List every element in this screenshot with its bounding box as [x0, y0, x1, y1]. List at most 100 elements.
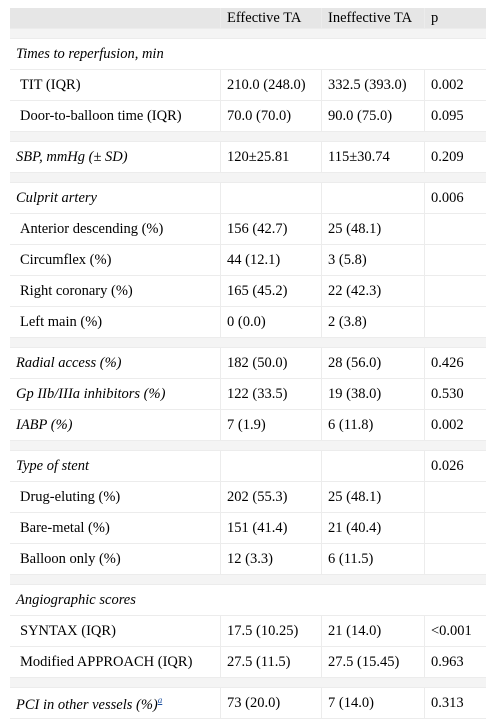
row-label: SYNTAX (IQR): [10, 616, 221, 647]
cell-p: 0.530: [425, 379, 486, 410]
cell-ineffective: 2 (3.8): [322, 307, 425, 338]
cell-effective: 0 (0.0): [221, 307, 322, 338]
cell-ineffective: 115±30.74: [322, 142, 425, 173]
table-header-row: Effective TA Ineffective TA p: [10, 8, 486, 29]
cell-ineffective: 21 (14.0): [322, 616, 425, 647]
cell-effective: 7 (1.9): [221, 410, 322, 441]
row-label: Drug-eluting (%): [10, 482, 221, 513]
table-row: Door-to-balloon time (IQR) 70.0 (70.0) 9…: [10, 101, 486, 132]
table-row: Circumflex (%) 44 (12.1) 3 (5.8): [10, 245, 486, 276]
table-spacer: [10, 338, 486, 348]
cell-p: 0.209: [425, 142, 486, 173]
cell-effective: 122 (33.5): [221, 379, 322, 410]
cell-p: 0.963: [425, 647, 486, 678]
cell-p: [425, 482, 486, 513]
cell-p: 0.426: [425, 348, 486, 379]
cell-p: 0.002: [425, 70, 486, 101]
row-label: Culprit artery: [10, 183, 221, 214]
table-row: Radial access (%) 182 (50.0) 28 (56.0) 0…: [10, 348, 486, 379]
row-label: Balloon only (%): [10, 544, 221, 575]
row-label: Anterior descending (%): [10, 214, 221, 245]
table-spacer: [10, 132, 486, 142]
cell-p: [425, 307, 486, 338]
header-ineffective-ta: Ineffective TA: [322, 8, 425, 29]
section-row-angiographic: Angiographic scores: [10, 585, 486, 616]
cell-effective: 202 (55.3): [221, 482, 322, 513]
row-label: Door-to-balloon time (IQR): [10, 101, 221, 132]
results-table: Effective TA Ineffective TA p Times to r…: [10, 8, 486, 719]
table-row: Left main (%) 0 (0.0) 2 (3.8): [10, 307, 486, 338]
cell-effective: 44 (12.1): [221, 245, 322, 276]
cell-ineffective: 21 (40.4): [322, 513, 425, 544]
row-label: TIT (IQR): [10, 70, 221, 101]
cell-ineffective: 22 (42.3): [322, 276, 425, 307]
cell-effective: 210.0 (248.0): [221, 70, 322, 101]
cell-p: [425, 513, 486, 544]
row-label: Type of stent: [10, 451, 221, 482]
cell-ineffective: 25 (48.1): [322, 482, 425, 513]
table-row: Right coronary (%) 165 (45.2) 22 (42.3): [10, 276, 486, 307]
cell-effective: 151 (41.4): [221, 513, 322, 544]
section-row-culprit: Culprit artery 0.006: [10, 183, 486, 214]
section-title: Angiographic scores: [10, 585, 486, 616]
footnote-link[interactable]: a: [157, 695, 163, 706]
table-row: TIT (IQR) 210.0 (248.0) 332.5 (393.0) 0.…: [10, 70, 486, 101]
table-row: IABP (%) 7 (1.9) 6 (11.8) 0.002: [10, 410, 486, 441]
cell-ineffective: 3 (5.8): [322, 245, 425, 276]
cell-ineffective: 7 (14.0): [322, 688, 425, 719]
row-label: Bare-metal (%): [10, 513, 221, 544]
header-effective-ta: Effective TA: [221, 8, 322, 29]
section-row-stent: Type of stent 0.026: [10, 451, 486, 482]
cell-effective: 27.5 (11.5): [221, 647, 322, 678]
cell-ineffective: 19 (38.0): [322, 379, 425, 410]
cell-p: 0.002: [425, 410, 486, 441]
table-row: PCI in other vessels (%)a 73 (20.0) 7 (1…: [10, 688, 486, 719]
cell-effective: 165 (45.2): [221, 276, 322, 307]
row-label: Gp IIb/IIIa inhibitors (%): [10, 379, 221, 410]
table-row: Anterior descending (%) 156 (42.7) 25 (4…: [10, 214, 486, 245]
row-label: Right coronary (%): [10, 276, 221, 307]
cell-effective: 17.5 (10.25): [221, 616, 322, 647]
row-label: Modified APPROACH (IQR): [10, 647, 221, 678]
cell-ineffective: 25 (48.1): [322, 214, 425, 245]
row-label: Circumflex (%): [10, 245, 221, 276]
row-label: Radial access (%): [10, 348, 221, 379]
table-row: Drug-eluting (%) 202 (55.3) 25 (48.1): [10, 482, 486, 513]
cell-p: [425, 544, 486, 575]
cell-ineffective: [322, 183, 425, 214]
cell-p: 0.313: [425, 688, 486, 719]
table-spacer: [10, 173, 486, 183]
row-label: Left main (%): [10, 307, 221, 338]
cell-effective: 120±25.81: [221, 142, 322, 173]
cell-ineffective: 6 (11.5): [322, 544, 425, 575]
cell-p: 0.006: [425, 183, 486, 214]
cell-effective: 156 (42.7): [221, 214, 322, 245]
cell-ineffective: 27.5 (15.45): [322, 647, 425, 678]
row-label: SBP, mmHg (± SD): [10, 142, 221, 173]
header-label: [10, 8, 221, 29]
cell-effective: 182 (50.0): [221, 348, 322, 379]
table-row: Bare-metal (%) 151 (41.4) 21 (40.4): [10, 513, 486, 544]
cell-effective: [221, 183, 322, 214]
results-table-container: Effective TA Ineffective TA p Times to r…: [10, 8, 486, 719]
cell-ineffective: [322, 451, 425, 482]
cell-p: 0.026: [425, 451, 486, 482]
cell-p: [425, 276, 486, 307]
table-row: Modified APPROACH (IQR) 27.5 (11.5) 27.5…: [10, 647, 486, 678]
cell-ineffective: 28 (56.0): [322, 348, 425, 379]
cell-effective: 12 (3.3): [221, 544, 322, 575]
table-row: SYNTAX (IQR) 17.5 (10.25) 21 (14.0) <0.0…: [10, 616, 486, 647]
table-row: SBP, mmHg (± SD) 120±25.81 115±30.74 0.2…: [10, 142, 486, 173]
cell-p: [425, 245, 486, 276]
cell-effective: 73 (20.0): [221, 688, 322, 719]
cell-effective: 70.0 (70.0): [221, 101, 322, 132]
section-row-reperfusion: Times to reperfusion, min: [10, 39, 486, 70]
row-label-cell: PCI in other vessels (%)a: [10, 688, 221, 719]
table-row: Balloon only (%) 12 (3.3) 6 (11.5): [10, 544, 486, 575]
cell-p: 0.095: [425, 101, 486, 132]
table-spacer: [10, 441, 486, 451]
table-row: Gp IIb/IIIa inhibitors (%) 122 (33.5) 19…: [10, 379, 486, 410]
cell-p: [425, 214, 486, 245]
cell-ineffective: 332.5 (393.0): [322, 70, 425, 101]
table-spacer: [10, 678, 486, 688]
